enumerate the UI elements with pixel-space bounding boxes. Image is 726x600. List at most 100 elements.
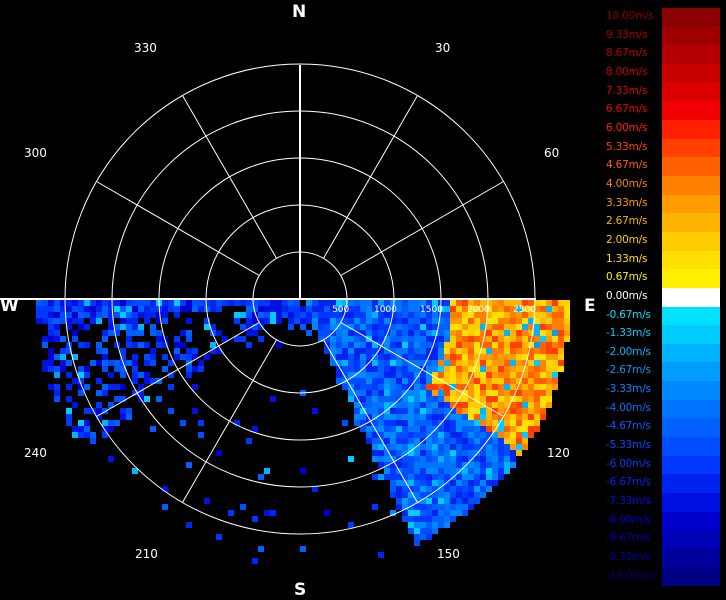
- velocity-cell: [222, 300, 228, 306]
- velocity-cell: [504, 468, 510, 474]
- velocity-cell: [396, 312, 402, 318]
- velocity-cell: [558, 330, 564, 336]
- velocity-cell: [444, 504, 450, 510]
- velocity-cell: [372, 378, 378, 384]
- velocity-cell: [258, 312, 264, 318]
- velocity-cell: [564, 318, 570, 324]
- velocity-cell: [138, 330, 144, 336]
- velocity-cell: [414, 432, 420, 438]
- velocity-cell: [132, 318, 138, 324]
- velocity-cell: [150, 426, 156, 432]
- velocity-cell: [528, 354, 534, 360]
- velocity-cell: [108, 324, 114, 330]
- velocity-cell: [402, 300, 408, 306]
- velocity-cell: [492, 306, 498, 312]
- velocity-cell: [294, 300, 300, 306]
- velocity-cell: [378, 474, 384, 480]
- velocity-cell: [492, 366, 498, 372]
- velocity-cell: [360, 300, 366, 306]
- velocity-cell: [420, 492, 426, 498]
- velocity-cell: [438, 462, 444, 468]
- velocity-cell: [150, 360, 156, 366]
- velocity-cell: [540, 342, 546, 348]
- velocity-cell: [474, 456, 480, 462]
- velocity-cell: [78, 384, 84, 390]
- velocity-cell: [408, 528, 414, 534]
- velocity-cell: [456, 330, 462, 336]
- velocity-cell: [366, 378, 372, 384]
- velocity-cell: [420, 462, 426, 468]
- velocity-cell: [516, 354, 522, 360]
- velocity-cell: [366, 342, 372, 348]
- velocity-cell: [420, 414, 426, 420]
- velocity-cell: [162, 504, 168, 510]
- velocity-cell: [432, 420, 438, 426]
- velocity-cell: [84, 342, 90, 348]
- velocity-cell: [432, 504, 438, 510]
- velocity-cell: [492, 390, 498, 396]
- velocity-cell: [204, 498, 210, 504]
- velocity-cell: [96, 360, 102, 366]
- legend-item-swatch: [662, 381, 720, 400]
- velocity-cell: [84, 312, 90, 318]
- velocity-cell: [444, 438, 450, 444]
- velocity-cell: [444, 408, 450, 414]
- velocity-cell: [96, 306, 102, 312]
- velocity-cell: [426, 312, 432, 318]
- velocity-cell: [402, 480, 408, 486]
- velocity-cell: [456, 432, 462, 438]
- velocity-cell: [348, 372, 354, 378]
- velocity-cell: [120, 384, 126, 390]
- legend-item-swatch: [662, 530, 720, 550]
- velocity-cell: [366, 414, 372, 420]
- velocity-cell: [66, 384, 72, 390]
- velocity-cell: [390, 468, 396, 474]
- velocity-cell: [462, 462, 468, 468]
- legend-item: -10.00m/s: [606, 567, 720, 587]
- velocity-cell: [510, 312, 516, 318]
- velocity-cell: [108, 384, 114, 390]
- velocity-cell: [312, 486, 318, 492]
- velocity-cell: [282, 312, 288, 318]
- velocity-cell: [336, 324, 342, 330]
- velocity-cell: [480, 462, 486, 468]
- velocity-cell: [366, 366, 372, 372]
- velocity-cell: [54, 324, 60, 330]
- velocity-cell: [72, 402, 78, 408]
- velocity-cell: [378, 330, 384, 336]
- velocity-cell: [450, 300, 456, 306]
- range-label-1500: 1500: [420, 305, 443, 315]
- velocity-cell: [192, 384, 198, 390]
- legend-item: 0.00m/s: [606, 287, 720, 307]
- velocity-cell: [318, 312, 324, 318]
- velocity-cell: [414, 402, 420, 408]
- velocity-cell: [468, 336, 474, 342]
- velocity-cell: [360, 402, 366, 408]
- velocity-cell: [378, 354, 384, 360]
- velocity-cell: [378, 306, 384, 312]
- velocity-cell: [492, 372, 498, 378]
- velocity-cell: [144, 378, 150, 384]
- velocity-cell: [534, 324, 540, 330]
- velocity-cell: [474, 372, 480, 378]
- velocity-cell: [462, 324, 468, 330]
- velocity-cell: [522, 354, 528, 360]
- velocity-cell: [450, 390, 456, 396]
- velocity-cell: [198, 432, 204, 438]
- velocity-cell: [534, 390, 540, 396]
- velocity-cell: [450, 444, 456, 450]
- velocity-cell: [36, 318, 42, 324]
- velocity-cell: [408, 420, 414, 426]
- velocity-cell: [522, 426, 528, 432]
- velocity-cell: [432, 516, 438, 522]
- velocity-cell: [510, 420, 516, 426]
- velocity-cell: [468, 420, 474, 426]
- velocity-cell: [462, 492, 468, 498]
- velocity-cell: [42, 300, 48, 306]
- velocity-cell: [528, 432, 534, 438]
- velocity-cell: [324, 312, 330, 318]
- velocity-cell: [408, 432, 414, 438]
- velocity-cell: [480, 312, 486, 318]
- velocity-cell: [438, 450, 444, 456]
- velocity-cell: [336, 366, 342, 372]
